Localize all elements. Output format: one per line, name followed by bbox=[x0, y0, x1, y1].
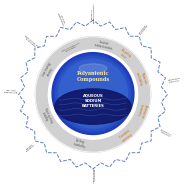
Text: Alternative
chemistry: Alternative chemistry bbox=[135, 102, 148, 119]
Text: Multi-valent-ion
technology: Multi-valent-ion technology bbox=[23, 35, 39, 49]
Text: Recycling
chain: Recycling chain bbox=[117, 47, 132, 62]
Circle shape bbox=[54, 54, 132, 133]
Text: Inferior material
dissolution: Inferior material dissolution bbox=[62, 42, 81, 53]
Text: Structure
design/chemistry: Structure design/chemistry bbox=[91, 3, 95, 23]
Text: Limited
redox kinetics: Limited redox kinetics bbox=[94, 39, 113, 51]
Text: Alternative
chemistry: Alternative chemistry bbox=[167, 78, 181, 83]
Text: Electrolyte
chemistry: Electrolyte chemistry bbox=[159, 129, 172, 137]
Ellipse shape bbox=[79, 64, 107, 73]
Text: Polyanionic
Compounds: Polyanionic Compounds bbox=[76, 71, 110, 82]
Text: Poor cycling
stability: Poor cycling stability bbox=[40, 107, 54, 125]
Text: Low energy
density: Low energy density bbox=[41, 62, 56, 79]
Text: Electrode
processing: Electrode processing bbox=[139, 24, 149, 36]
Text: AQUEOUS
SODIUM
BATTERIES: AQUEOUS SODIUM BATTERIES bbox=[82, 94, 104, 108]
Circle shape bbox=[48, 50, 138, 139]
Text: Cycling
instability: Cycling instability bbox=[73, 138, 87, 149]
Circle shape bbox=[52, 53, 134, 135]
Circle shape bbox=[59, 59, 127, 128]
Text: Materials
availability: Materials availability bbox=[135, 71, 148, 87]
Circle shape bbox=[35, 37, 151, 152]
Text: Interface
engineering: Interface engineering bbox=[4, 90, 18, 93]
Ellipse shape bbox=[55, 89, 131, 124]
Circle shape bbox=[56, 56, 130, 131]
Text: Material
modification: Material modification bbox=[57, 12, 65, 27]
Text: Cycling
instability: Cycling instability bbox=[25, 143, 35, 152]
Text: Electrode
chemistry: Electrode chemistry bbox=[116, 127, 132, 142]
Text: Electrolyte
manipulation: Electrolyte manipulation bbox=[92, 168, 94, 184]
